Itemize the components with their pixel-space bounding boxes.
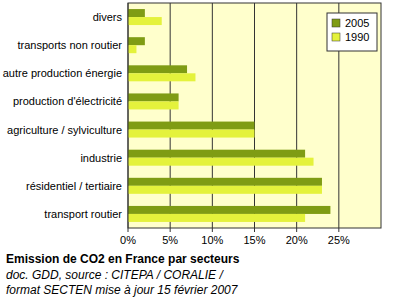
category-label: industrie — [80, 152, 122, 164]
tick-label: 5% — [162, 234, 178, 246]
plot-area — [128, 3, 381, 228]
bar — [128, 73, 195, 81]
legend-swatch — [332, 33, 340, 41]
tick-label: 25% — [328, 234, 350, 246]
legend-label: 1990 — [345, 31, 369, 43]
category-label: agriculture / sylviculture — [7, 124, 122, 136]
bar — [128, 122, 255, 130]
tick-mark — [170, 228, 171, 232]
tick-mark — [338, 228, 339, 232]
category-label: autre production énergie — [3, 67, 122, 79]
bar — [128, 101, 179, 109]
legend: 2005 1990 — [327, 13, 377, 51]
tick-label: 20% — [286, 234, 308, 246]
legend-swatch — [332, 19, 340, 27]
tick-mark — [254, 228, 255, 232]
bar — [128, 214, 305, 222]
category-label: divers — [93, 11, 123, 23]
tick-mark — [296, 228, 297, 232]
grid-line — [296, 3, 297, 228]
plot-frame — [128, 3, 381, 228]
bar — [128, 17, 162, 25]
tick-label: 15% — [243, 234, 265, 246]
bar — [128, 206, 330, 214]
tick-label: 10% — [201, 234, 223, 246]
bar — [128, 130, 255, 138]
chart: 0% 5% 10% 15% 20% 25% divers transports non rou… — [0, 0, 402, 306]
category-label: transports non routier — [17, 39, 122, 51]
bar — [128, 178, 322, 186]
category-label: résidentiel / tertiaire — [26, 180, 122, 192]
grid-line — [212, 3, 213, 228]
bar — [128, 65, 187, 73]
legend-box — [327, 13, 377, 51]
bar — [128, 9, 145, 17]
tick-mark — [128, 228, 129, 232]
annotation: doc. GDD, source : CITEPA / CORALIE / — [6, 268, 224, 282]
legend-label: 2005 — [345, 17, 369, 29]
grid-line — [170, 3, 171, 228]
bar — [128, 93, 179, 101]
bar — [128, 158, 314, 166]
bar — [128, 186, 322, 194]
bar — [128, 45, 136, 53]
category-label: production d'électricité — [13, 95, 122, 107]
category-label: transport routier — [44, 208, 122, 220]
bar — [128, 150, 305, 158]
bar — [128, 37, 145, 45]
tick-label: 0% — [120, 234, 136, 246]
tick-mark — [212, 228, 213, 232]
grid-line — [254, 3, 255, 228]
bars — [128, 9, 330, 222]
title: Emission de CO2 en France par secteurs — [6, 252, 240, 266]
annotation: format SECTEN mise à jour 15 février 200… — [6, 283, 239, 297]
